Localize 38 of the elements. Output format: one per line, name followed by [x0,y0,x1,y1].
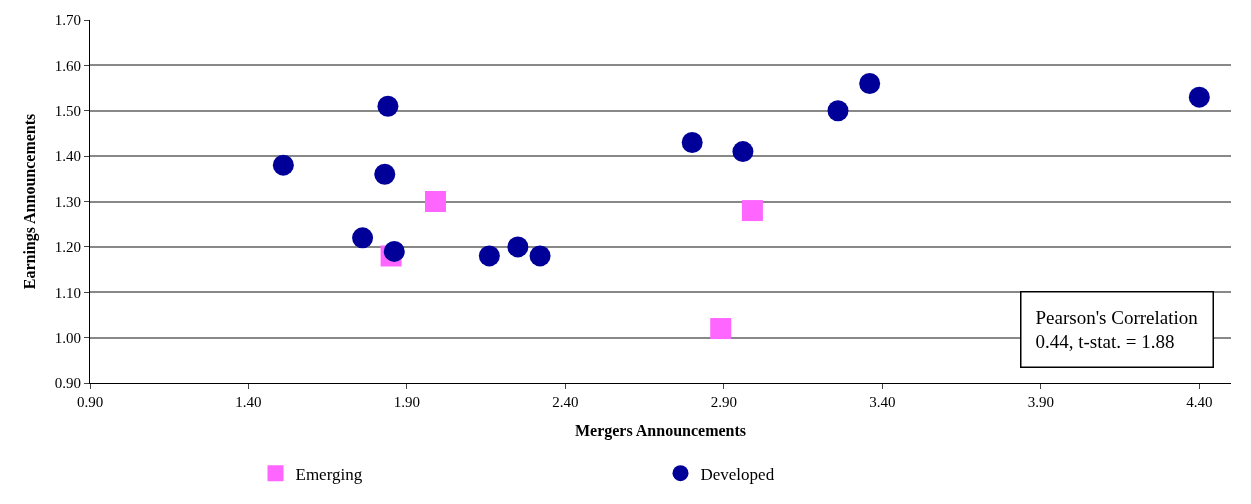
y-tick-label: 1.20 [54,239,81,256]
point [1188,86,1210,108]
point [741,200,763,222]
y-axis-title: Earnings Announcements [20,113,39,290]
x-tick-label: 1.90 [393,394,421,410]
point [374,163,396,185]
legend-label: Developed [700,464,775,484]
legend-label: Emerging [295,464,363,484]
x-tick-label: 2.90 [710,394,738,410]
point [383,240,405,262]
point [507,236,529,258]
x-tick-label: 2.40 [552,394,579,410]
y-tick-label: 1.10 [54,284,81,301]
y-tick-label: 1.50 [54,103,81,119]
point [377,95,399,117]
y-tick-label: 1.30 [54,193,81,210]
x-tick-label: 3.40 [869,394,896,410]
point [859,73,881,95]
point [352,227,374,249]
annotation: Pearson's Correlation 0.44, t-stat. = 1.88 [1035,306,1199,353]
point [681,132,703,153]
point [529,245,551,267]
x-tick-label: 1.40 [235,394,262,410]
x-tick-label: 4.40 [1186,394,1213,410]
y-tick-label: 1.70 [54,12,81,29]
y-tick-label: 1.40 [54,148,81,165]
point [710,318,732,340]
x-tick-label: 0.90 [76,394,104,410]
point [732,141,754,163]
y-tick-label: 1.60 [54,57,81,74]
point [272,154,294,176]
x-tick-label: 3.90 [1027,394,1054,410]
point [478,245,500,267]
y-tick-label: 0.90 [54,375,81,392]
x-axis-title: Mergers Announcements [574,421,747,440]
y-tick-label: 1.00 [54,329,81,346]
point [827,100,849,122]
point [424,191,446,212]
